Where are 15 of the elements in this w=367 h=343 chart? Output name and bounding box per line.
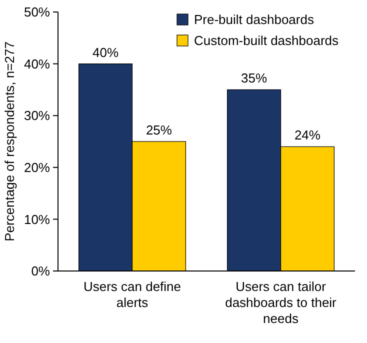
y-tick-label: 30% [24, 108, 50, 124]
data-label: 35% [241, 70, 268, 86]
data-label: 24% [294, 128, 321, 143]
legend-label: Custom-built dashboards [194, 33, 340, 48]
y-tick-label: 10% [24, 212, 50, 227]
y-tick-label: 50% [24, 4, 50, 20]
x-tick-label: Users can define alerts [83, 279, 182, 310]
y-tick-label: 0% [31, 264, 50, 279]
y-tick-label: 40% [24, 56, 50, 72]
data-label: 40% [92, 44, 119, 60]
y-tick-label: 20% [24, 160, 50, 175]
data-label: 25% [146, 122, 172, 138]
legend-label: Pre-built dashboards [194, 12, 314, 27]
x-tick-label: Users can tailor dashboards to their needs [225, 279, 338, 326]
y-axis-title: Percentage of respondents, n=277 [2, 42, 17, 242]
